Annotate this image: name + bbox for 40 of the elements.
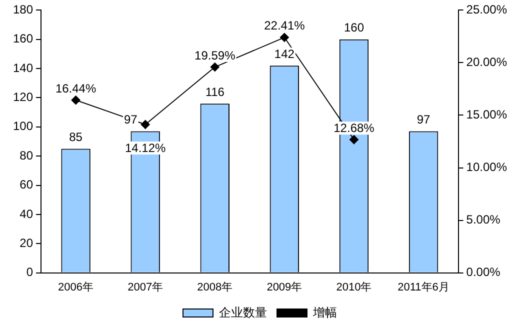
x-tick-label: 2010年 — [336, 281, 372, 294]
data-label: 12.68% — [334, 120, 375, 135]
x-tick-label: 2006年 — [58, 281, 94, 294]
y-tick-label: 20 — [20, 236, 34, 250]
x-tick-label: 2007年 — [128, 281, 164, 294]
y-tick-label: 100 — [12, 119, 34, 134]
x-tick-label: 2009年 — [266, 281, 302, 294]
y-tick-label: 60 — [20, 178, 34, 192]
point — [349, 135, 358, 144]
y-tick-label: 120 — [12, 90, 34, 104]
data-label: 142 — [274, 46, 295, 61]
data-label: 85 — [69, 130, 83, 144]
y2-tick-label: 10.00% — [466, 160, 508, 174]
data-label: 22.41% — [264, 18, 306, 33]
y2-tick-label: 20.00% — [466, 55, 508, 70]
data-label: 16.44% — [55, 81, 96, 96]
x-tick-label: 2008年 — [197, 281, 233, 294]
data-label: 116 — [205, 84, 225, 99]
legend-label: 企业数量 — [219, 305, 267, 320]
y2-tick-label: 15.00% — [466, 108, 508, 122]
data-label: 160 — [344, 20, 364, 35]
y2-tick-label: 5.00% — [466, 212, 501, 227]
data-label: 97 — [124, 112, 138, 127]
y-tick-label: 0 — [26, 265, 34, 280]
point — [71, 96, 80, 105]
y-tick-label: 140 — [12, 60, 34, 75]
y2-tick-label: 0.00% — [466, 265, 501, 280]
legend-label: 增幅 — [312, 305, 337, 320]
y-tick-label: 160 — [12, 32, 34, 46]
data-label: 14.12% — [124, 140, 166, 155]
y2-tick-label: 25.00% — [466, 2, 508, 17]
y-tick-label: 180 — [12, 2, 34, 17]
point — [210, 62, 220, 72]
y-tick-label: 40 — [20, 206, 34, 221]
data-label: 97 — [416, 112, 431, 127]
point — [140, 120, 150, 129]
point — [280, 32, 289, 42]
y-tick-label: 80 — [20, 148, 34, 162]
data-label: 19.59% — [194, 48, 236, 62]
x-tick-label: 2011年6月 — [398, 281, 450, 294]
